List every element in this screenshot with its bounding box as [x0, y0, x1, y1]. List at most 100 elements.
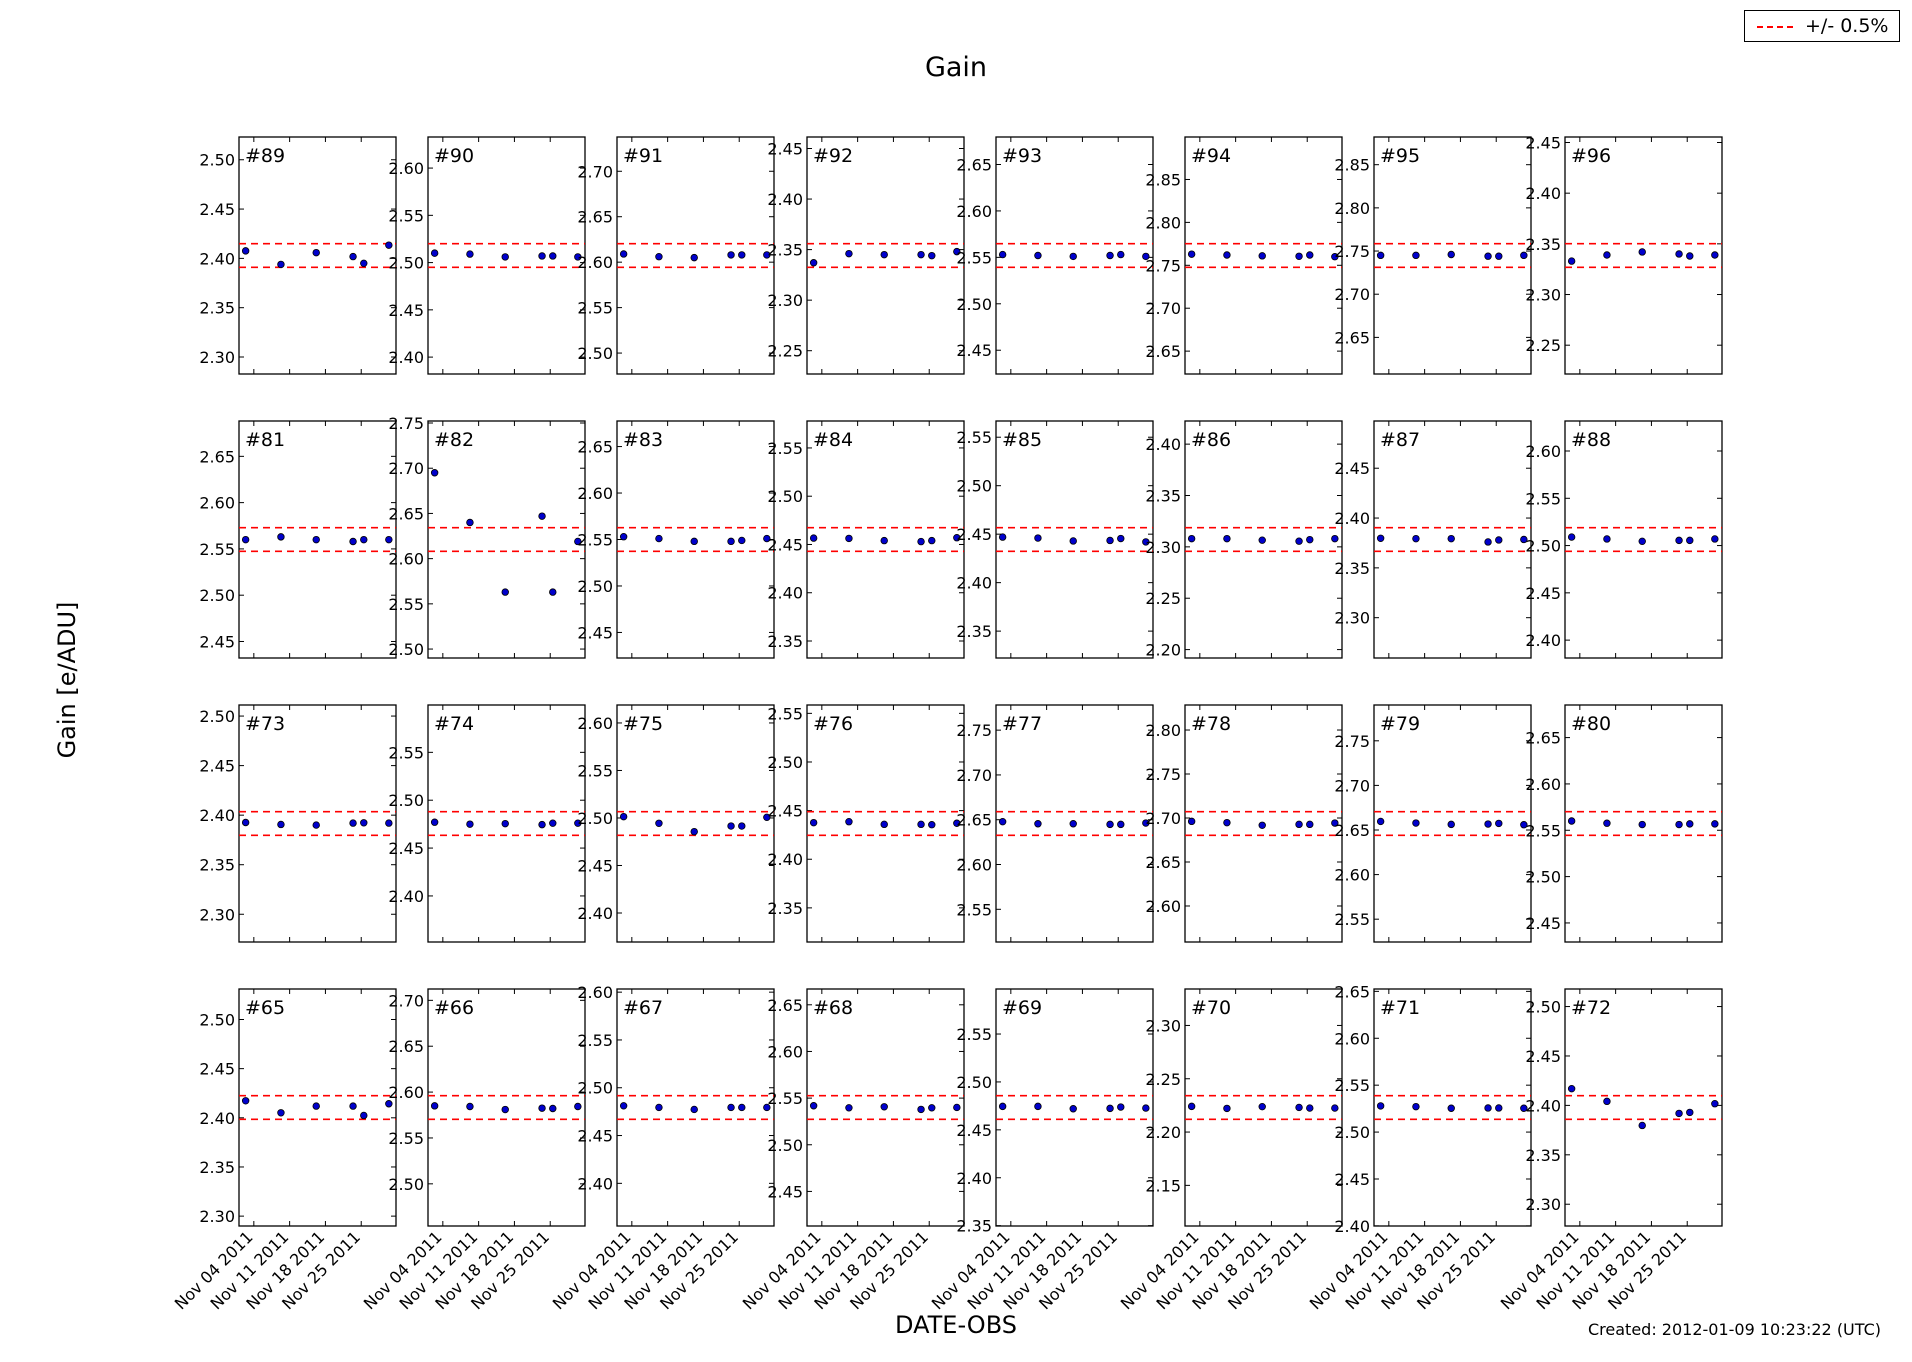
panel-label: #93	[1002, 145, 1042, 167]
y-tick-label: 2.45	[199, 757, 235, 776]
y-tick-label: 2.50	[577, 1079, 613, 1098]
panel-91: 2.50 2.55 2.60 2.65 2.70 #91	[577, 136, 775, 375]
y-tick-label: 2.60	[388, 1083, 424, 1102]
panel-label: #85	[1002, 429, 1042, 451]
panel-label: #84	[813, 429, 853, 451]
data-point	[880, 1103, 888, 1111]
data-point	[549, 252, 557, 260]
data-point	[466, 250, 474, 258]
data-point	[917, 537, 925, 546]
data-point	[763, 534, 771, 543]
data-point	[655, 1103, 663, 1112]
y-tick-label: 2.70	[388, 459, 424, 478]
y-tick-label: 2.65	[199, 447, 235, 466]
data-point	[1187, 250, 1196, 258]
data-point	[1711, 535, 1719, 543]
y-tick-label: 2.55	[767, 1089, 803, 1108]
legend: +/- 0.5%	[1744, 10, 1900, 42]
y-tick-label: 2.45	[199, 1060, 235, 1079]
data-point	[312, 1102, 320, 1110]
panel-frame	[616, 704, 775, 943]
panel-79: 2.55 2.60 2.65 2.70 2.75 #79	[1334, 704, 1532, 943]
y-tick-label: 2.60	[767, 1042, 803, 1061]
panel-77: 2.55 2.60 2.65 2.70 2.75 #77	[956, 704, 1154, 943]
y-tick-label: 2.55	[577, 761, 613, 780]
data-point	[360, 819, 368, 827]
data-point	[998, 1102, 1007, 1111]
y-tick-label: 2.60	[388, 550, 424, 569]
data-point	[349, 252, 357, 261]
data-point	[880, 536, 888, 545]
data-point	[1376, 1102, 1385, 1110]
created-timestamp: Created: 2012-01-09 10:23:22 (UTC)	[1588, 1320, 1882, 1339]
data-point	[1484, 252, 1492, 260]
data-point	[1711, 1100, 1719, 1108]
data-point	[1686, 820, 1694, 828]
y-tick-label: 2.40	[956, 574, 992, 593]
y-tick-label: 2.45	[956, 1121, 992, 1140]
panel-label: #73	[245, 713, 285, 735]
data-point	[312, 535, 320, 544]
panel-label: #79	[1380, 713, 1420, 735]
panel-74: 2.40 2.45 2.50 2.55 #74	[388, 704, 586, 943]
data-point	[501, 819, 509, 828]
y-tick-label: 2.45	[767, 1182, 803, 1201]
y-tick-label: 2.45	[388, 839, 424, 858]
y-tick-label: 2.65	[767, 996, 803, 1015]
data-point	[1187, 817, 1196, 826]
data-point	[1106, 536, 1114, 545]
data-point	[809, 818, 818, 827]
panel-label: #92	[813, 145, 853, 167]
y-tick-label: 2.50	[767, 487, 803, 506]
y-tick-label: 2.50	[388, 1175, 424, 1194]
panel-label: #94	[1191, 145, 1231, 167]
panel-label: #86	[1191, 429, 1231, 451]
data-point	[549, 819, 557, 827]
data-point	[360, 535, 368, 544]
data-point	[1376, 534, 1385, 542]
data-point	[1484, 820, 1492, 828]
y-tick-label: 2.45	[1334, 1170, 1370, 1189]
y-tick-label: 2.55	[1334, 1076, 1370, 1095]
y-tick-label: 2.65	[1145, 342, 1181, 361]
data-point	[1447, 1104, 1455, 1112]
y-tick-label: 2.40	[1525, 184, 1561, 203]
data-point	[1686, 252, 1694, 260]
data-point	[1034, 251, 1042, 260]
data-point	[538, 252, 546, 260]
data-point	[1295, 1103, 1303, 1112]
data-point	[928, 536, 936, 545]
data-point	[1223, 818, 1231, 827]
data-point	[917, 820, 925, 829]
data-point	[1117, 1103, 1125, 1111]
y-tick-label: 2.50	[956, 295, 992, 314]
data-point	[845, 249, 853, 258]
y-tick-label: 2.30	[199, 905, 235, 924]
data-point	[763, 813, 771, 822]
panel-94: 2.65 2.70 2.75 2.80 2.85 #94	[1145, 136, 1343, 375]
y-tick-label: 2.55	[1525, 489, 1561, 508]
data-point	[763, 1103, 771, 1112]
data-point	[538, 1104, 546, 1112]
panel-label: #90	[434, 145, 474, 167]
data-point	[241, 247, 250, 255]
data-point	[241, 1097, 250, 1105]
data-point	[1117, 534, 1125, 543]
y-tick-label: 2.20	[1145, 1123, 1181, 1142]
y-tick-label: 2.45	[577, 623, 613, 642]
y-tick-label: 2.75	[1334, 732, 1370, 751]
data-point	[1603, 535, 1611, 543]
y-tick-label: 2.35	[956, 1217, 992, 1236]
data-point	[1034, 1102, 1042, 1111]
panel-75: 2.40 2.45 2.50 2.55 2.60 #75	[577, 704, 775, 943]
data-point	[619, 250, 628, 258]
data-point	[1495, 252, 1503, 260]
y-tick-label: 2.60	[1525, 442, 1561, 461]
y-tick-label: 2.50	[577, 344, 613, 363]
y-tick-label: 2.55	[767, 704, 803, 723]
y-tick-label: 2.50	[388, 254, 424, 273]
y-tick-label: 2.70	[1334, 776, 1370, 795]
x-axis-label: DATE-OBS	[895, 1311, 1017, 1339]
y-tick-label: 2.80	[1334, 199, 1370, 218]
